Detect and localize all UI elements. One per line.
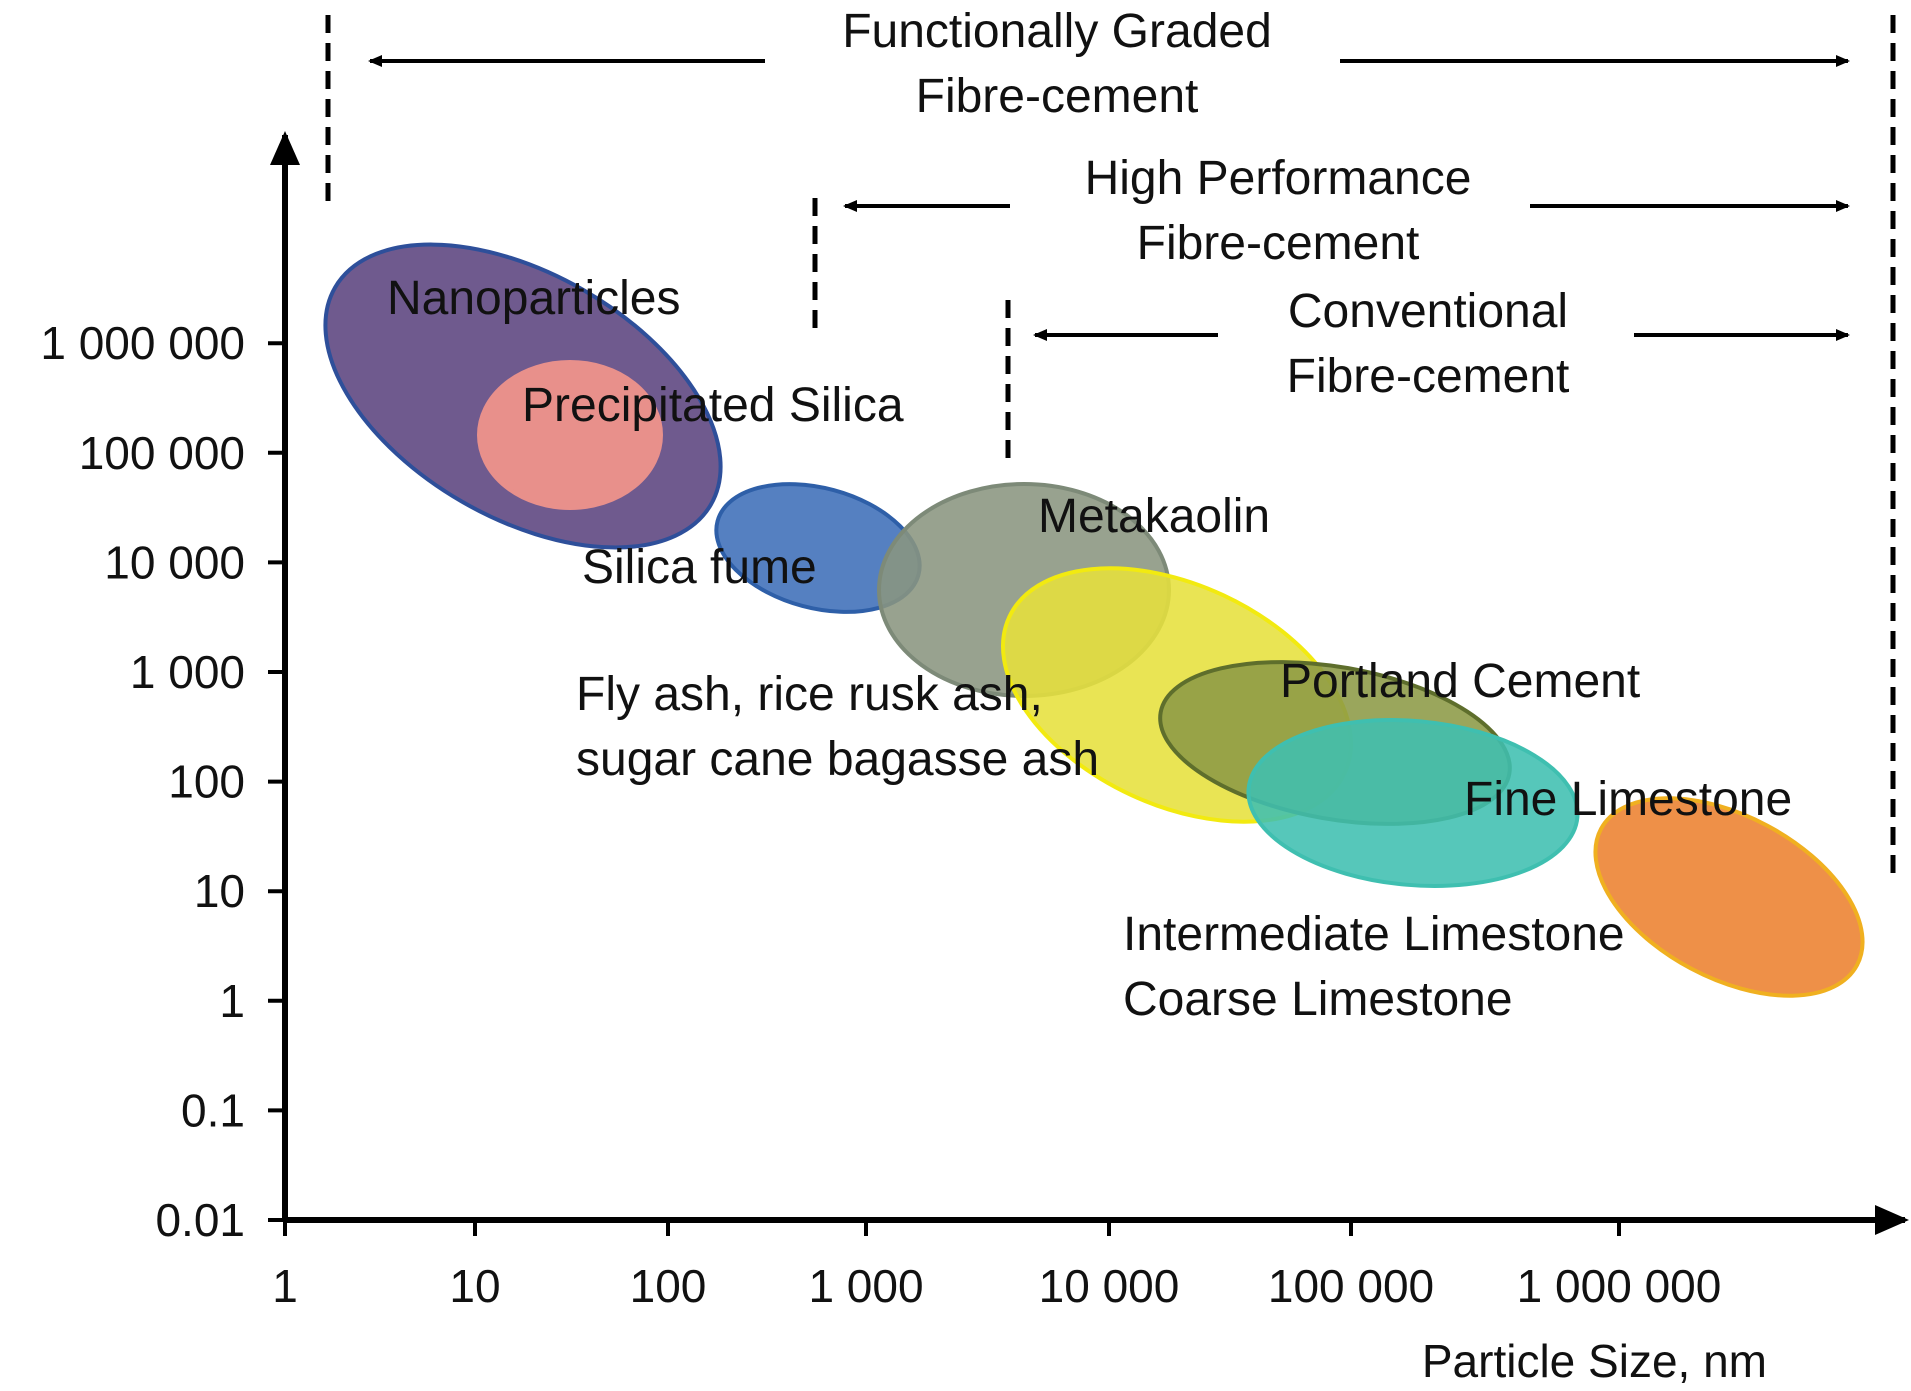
y-tick-label: 1 — [219, 975, 245, 1027]
x-tick-label: 1 000 000 — [1517, 1260, 1722, 1312]
label-fly-ash-rice-rusk-ash: Fly ash, rice rusk ash, — [576, 668, 1043, 721]
y-tick-label: 1 000 000 — [40, 317, 245, 369]
label-silica-fume: Silica fume — [582, 541, 817, 594]
y-tick-label: 10 000 — [104, 536, 245, 588]
label-metakaolin: Metakaolin — [1038, 490, 1270, 543]
region-label: Functionally Graded — [842, 5, 1272, 58]
label-sugar-cane-bagasse-ash: sugar cane bagasse ash — [576, 733, 1099, 786]
material-labels: Nanoparticles Precipitated Silica Silica f… — [387, 272, 1792, 1026]
region-conventional-fibre-cement: Conventional Fibre-cement — [1005, 285, 1850, 460]
x-tick-label: 1 — [272, 1260, 298, 1312]
ellipse-fine-limestone — [1246, 718, 1580, 888]
label-precipitated-silica: Precipitated Silica — [522, 379, 904, 432]
region-high-performance-fibre-cement: High Performance Fibre-cement — [812, 152, 1850, 335]
label-coarse-limestone: Coarse Limestone — [1123, 973, 1513, 1026]
axes: 0.01 0.1 1 10 100 1 000 10 000 100 000 1 000 000… — [40, 131, 1909, 1387]
y-tick-label: 100 000 — [79, 427, 245, 479]
region-label: High Performance — [1085, 152, 1472, 205]
label-portland-cement: Portland Cement — [1280, 655, 1640, 708]
label-nanoparticles: Nanoparticles — [387, 272, 680, 325]
ellipse-intermediate-limestone — [1593, 796, 1865, 998]
y-tick-label: 0.1 — [181, 1084, 245, 1136]
x-tick-label: 10 000 — [1039, 1260, 1180, 1312]
region-label: Fibre-cement — [1137, 217, 1420, 270]
x-tick-label: 1 000 — [808, 1260, 923, 1312]
x-tick-label: 100 000 — [1268, 1260, 1434, 1312]
x-tick-label: 100 — [630, 1260, 707, 1312]
x-tick-label: 10 — [449, 1260, 500, 1312]
y-tick-label: 10 — [194, 865, 245, 917]
y-tick-label: 0.01 — [155, 1194, 245, 1246]
region-label: Fibre-cement — [1287, 350, 1570, 403]
label-fine-limestone: Fine Limestone — [1464, 773, 1792, 826]
y-tick-label: 1 000 — [130, 646, 245, 698]
label-intermediate-limestone: Intermediate Limestone — [1123, 908, 1625, 961]
y-tick-label: 100 — [168, 756, 245, 808]
material-ellipses — [323, 242, 1865, 998]
region-functionally-graded-fibre-cement: Functionally Graded Fibre-cement — [325, 5, 1896, 875]
ellipse-precipitated-silica — [477, 360, 663, 510]
region-label: Conventional — [1288, 285, 1568, 338]
region-label: Fibre-cement — [916, 70, 1199, 123]
x-axis-title: Particle Size, nm — [1422, 1335, 1767, 1387]
